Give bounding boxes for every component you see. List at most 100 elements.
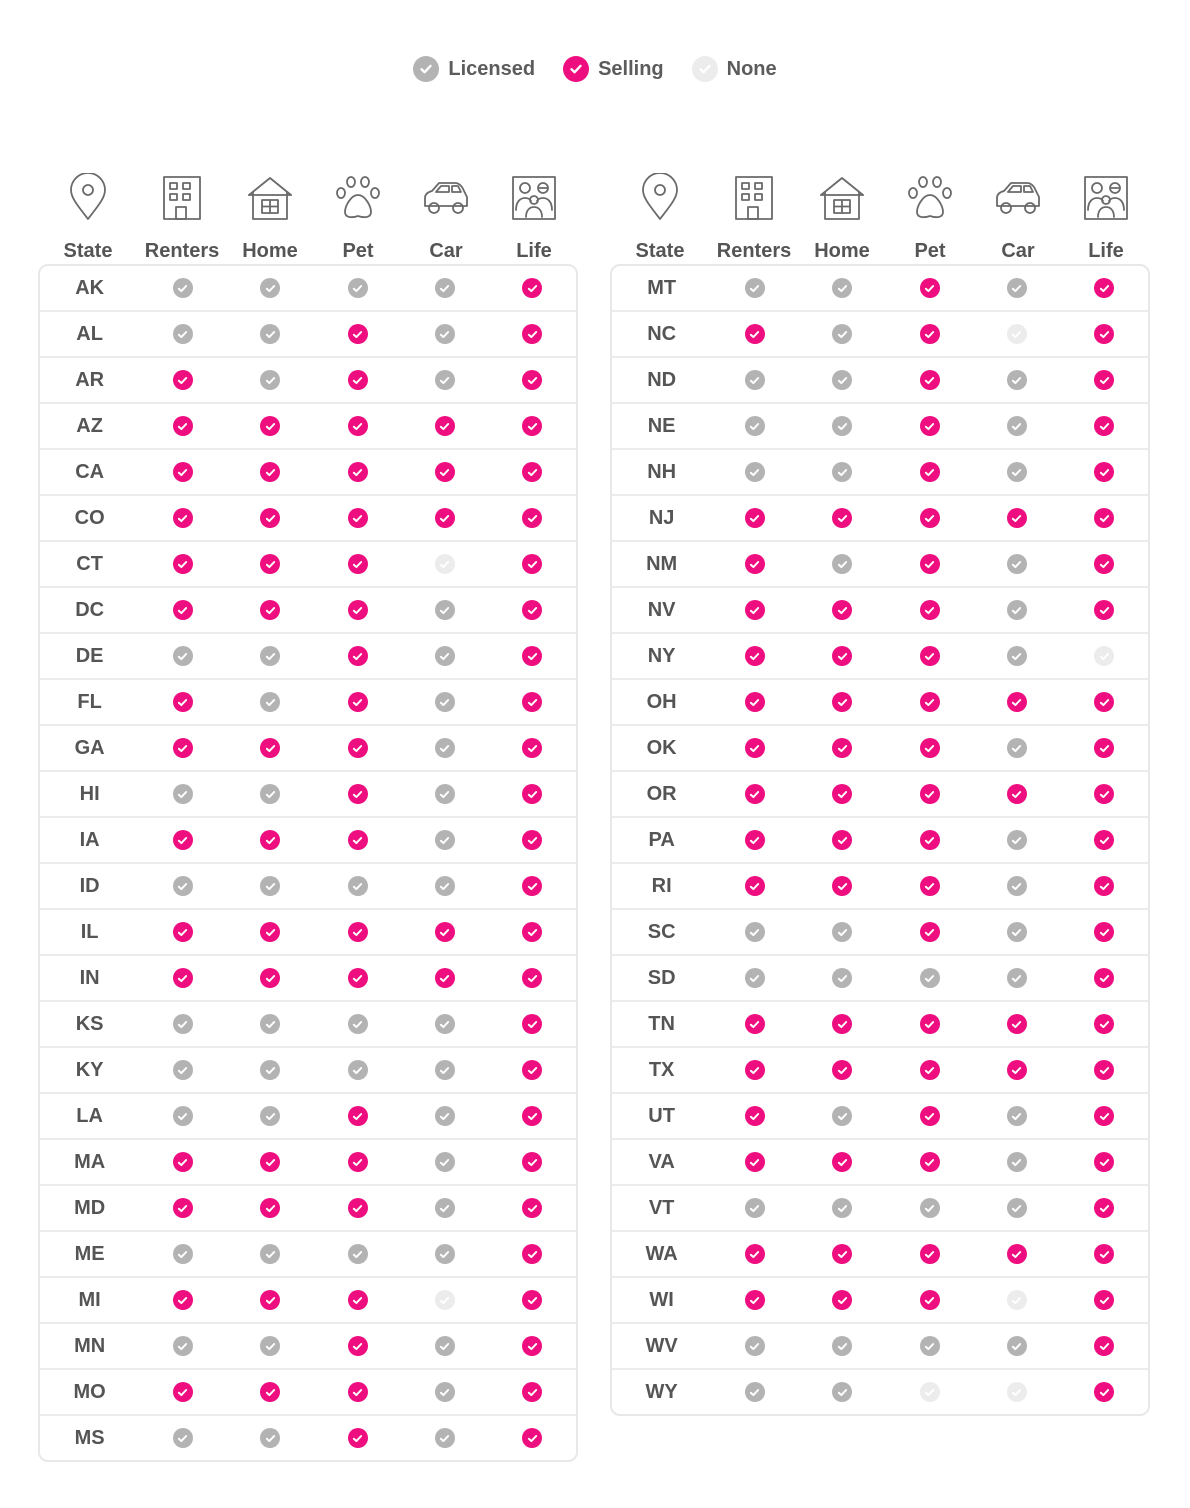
state-code: SC [647, 920, 676, 943]
status-cell-pet [886, 278, 973, 298]
status-cell-renters [711, 1014, 798, 1034]
state-code: CA [75, 460, 105, 483]
table-row: UT [612, 1092, 1148, 1138]
family-portrait-icon [509, 173, 559, 228]
status-cell-pet [886, 1106, 973, 1126]
licensed-check-icon [434, 1106, 455, 1126]
status-cell-pet [886, 508, 973, 528]
selling-check-icon [919, 554, 940, 574]
status-cell-life [489, 1106, 576, 1126]
state-table-left: State Renters Home Pet Car Life AK AL AR AZ CA CO C… [38, 148, 578, 1462]
selling-check-icon [522, 462, 543, 482]
table-row: AL [40, 310, 576, 356]
selling-check-icon [522, 278, 543, 298]
licensed-check-icon [1006, 1198, 1027, 1218]
status-cell-life [489, 508, 576, 528]
licensed-check-icon [744, 1382, 765, 1402]
selling-check-icon [1006, 784, 1027, 804]
licensed-check-icon [832, 370, 853, 390]
column-label: Car [429, 240, 463, 262]
table-row: MN [40, 1322, 576, 1368]
licensed-check-icon [260, 278, 281, 298]
licensed-check-icon [347, 1060, 368, 1080]
status-cell-renters [139, 370, 226, 390]
state-code: TX [648, 1058, 675, 1081]
status-cell-life [1061, 508, 1148, 528]
selling-check-icon [260, 968, 281, 988]
status-cell-renters [139, 554, 226, 574]
selling-check-icon [347, 554, 368, 574]
selling-check-icon [260, 554, 281, 574]
licensed-check-icon [1006, 1106, 1027, 1126]
state-code: AR [75, 368, 105, 391]
selling-check-icon [744, 1106, 765, 1126]
status-cell-home [227, 784, 314, 804]
status-cell-renters [711, 876, 798, 896]
status-cell-pet [314, 1336, 401, 1356]
status-cell-life [489, 600, 576, 620]
selling-check-icon [260, 416, 281, 436]
status-cell-renters [711, 646, 798, 666]
status-cell-car [973, 600, 1060, 620]
status-cell-renters [711, 278, 798, 298]
table-row: LA [40, 1092, 576, 1138]
selling-check-icon [919, 922, 940, 942]
status-cell-home [799, 738, 886, 758]
status-cell-car [401, 1060, 488, 1080]
table-row: KY [40, 1046, 576, 1092]
selling-check-icon [1094, 1244, 1115, 1264]
licensed-check-icon [260, 784, 281, 804]
status-cell-life [1061, 922, 1148, 942]
status-cell-car [401, 1336, 488, 1356]
table-row: OH [612, 678, 1148, 724]
status-cell-car [401, 692, 488, 712]
selling-check-icon [522, 416, 543, 436]
selling-check-icon [832, 1060, 853, 1080]
status-cell-renters [711, 830, 798, 850]
status-cell-life [489, 922, 576, 942]
status-cell-home [799, 1382, 886, 1402]
table-row: WI [612, 1276, 1148, 1322]
legend-label: None [726, 57, 777, 80]
state-code: ID [79, 874, 100, 897]
status-cell-life [1061, 278, 1148, 298]
status-cell-life [1061, 1336, 1148, 1356]
status-cell-life [1061, 1106, 1148, 1126]
licensed-check-icon [172, 1014, 193, 1034]
status-cell-car [973, 1244, 1060, 1264]
status-cell-renters [711, 324, 798, 344]
selling-check-icon [832, 508, 853, 528]
selling-check-icon [260, 600, 281, 620]
state-code: IN [79, 966, 100, 989]
selling-check-icon [1094, 508, 1115, 528]
status-cell-car [401, 1382, 488, 1402]
selling-check-icon [347, 830, 368, 850]
licensed-check-icon [919, 1336, 940, 1356]
state-code: AL [76, 322, 103, 345]
status-cell-home [799, 1014, 886, 1034]
status-cell-pet [314, 876, 401, 896]
state-code: WI [649, 1288, 674, 1311]
selling-check-icon [1094, 600, 1115, 620]
status-cell-renters [139, 1106, 226, 1126]
column-label: Life [516, 240, 552, 262]
status-cell-home [799, 554, 886, 574]
selling-check-icon [832, 1152, 853, 1172]
status-cell-life [1061, 1152, 1148, 1172]
selling-check-icon [919, 1290, 940, 1310]
status-cell-home [227, 738, 314, 758]
column-header-car: Car [974, 148, 1062, 264]
table-row: AK [40, 266, 576, 310]
selling-check-icon [744, 876, 765, 896]
table-row: IL [40, 908, 576, 954]
status-cell-life [1061, 692, 1148, 712]
selling-check-icon [919, 830, 940, 850]
state-code: MA [74, 1150, 106, 1173]
licensed-check-icon [413, 56, 440, 82]
status-cell-home [227, 600, 314, 620]
status-cell-renters [139, 1060, 226, 1080]
status-cell-pet [314, 1428, 401, 1448]
column-header-life: Life [490, 148, 578, 264]
apartment-building-icon [729, 173, 779, 228]
table-row: VT [612, 1184, 1148, 1230]
